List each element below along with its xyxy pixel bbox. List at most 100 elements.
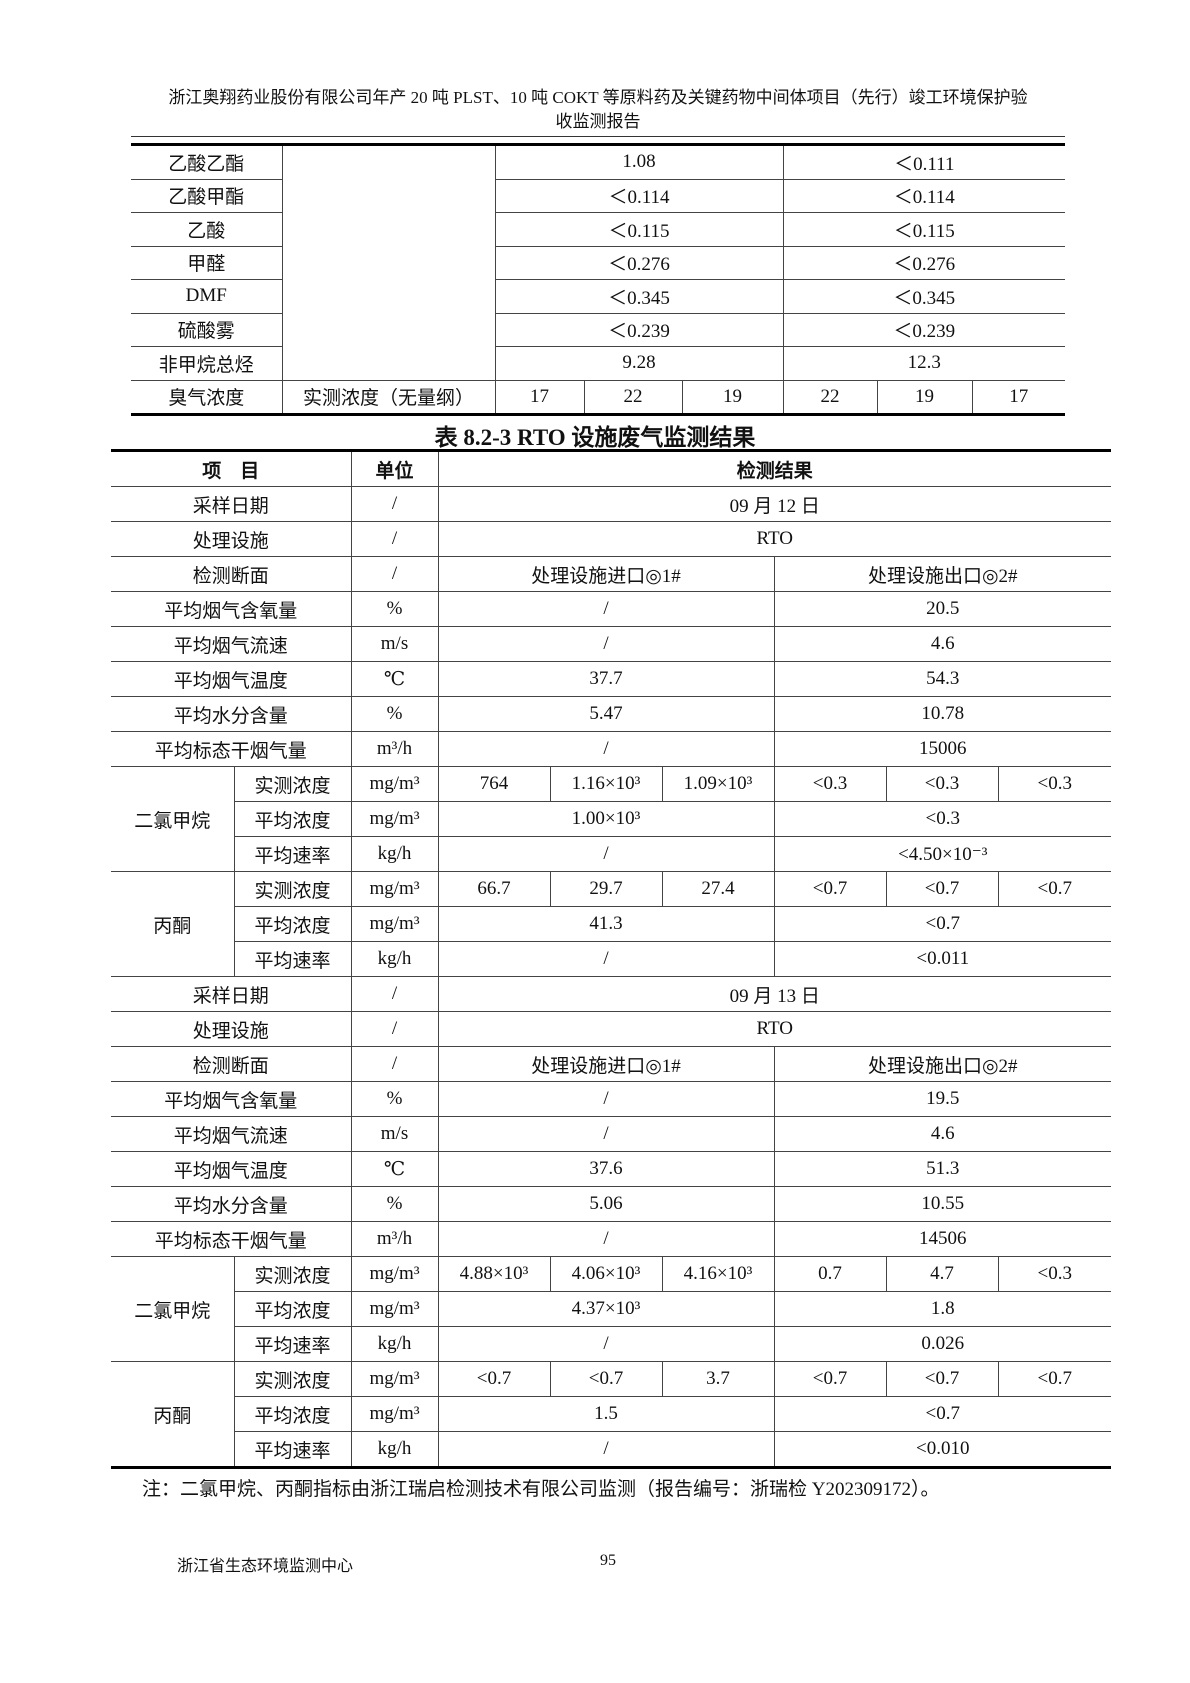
measured-value: <0.7 [437,1361,551,1397]
inlet-value: / [437,626,775,662]
item-sublabel: 实测浓度（无量纲） [281,379,496,415]
outlet-value: 19.5 [773,1081,1112,1117]
outlet-value: 1.8 [773,1291,1112,1327]
facility-cell: RTO [437,521,1112,557]
param-label: 平均烟气流速 [111,1116,352,1152]
table-row: 检测断面 / 处理设施进口◎1# 处理设施出口◎2# [111,1046,1112,1082]
inlet-value: 37.6 [437,1151,775,1187]
table-row: 平均速率 kg/h / <4.50×10⁻³ [111,836,1112,872]
table-row: 甲醛 ＜0.276 ＜0.276 [131,245,1066,280]
measured-value: 66.7 [437,871,551,907]
unit-cell: ℃ [350,1151,439,1187]
table-row: 丙酮 实测浓度 mg/m³ 66.7 29.7 27.4 <0.7 <0.7 <0.7 [111,871,1112,977]
measured-value: 4.16×10³ [661,1256,775,1292]
unit-cell: mg/m³ [350,1256,439,1292]
sub-label: 平均速率 [234,941,352,977]
value-cell: 19 [876,379,973,415]
outlet-value: <0.011 [773,941,1112,977]
table-caption: 表 8.2-3 RTO 设施废气监测结果 [434,425,756,450]
unit-cell: kg/h [350,836,439,872]
table-row: DMF ＜0.345 ＜0.345 [131,279,1066,314]
sub-label: 平均浓度 [234,1291,352,1327]
table-row: 平均速率 kg/h/0.026 [111,1326,1112,1362]
value-cell: ＜0.114 [782,178,1066,213]
unit-cell: kg/h [350,1431,439,1468]
table-row: 项 目单位 检测结果 [111,450,1112,487]
measured-value: <0.7 [997,1361,1112,1397]
unit-cell: m/s [350,1116,439,1152]
table-row: 丙酮 实测浓度 mg/m³ <0.7 <0.7 3.7 <0.7 <0.7 <0.7 [111,1361,1112,1468]
sub-label: 平均浓度 [234,1396,352,1432]
date-cell: 09 月 12 日 [437,486,1112,522]
header-result: 检测结果 [437,450,1112,487]
unit-cell: % [350,1186,439,1222]
measured-value: 4.7 [885,1256,999,1292]
table-row: 平均标态干烟气量 m³/h/14506 [111,1221,1112,1257]
unit-cell: kg/h [350,941,439,977]
table-row: 二氯甲烷 实测浓度 mg/m³ 764 1.16×10³ 1.09×10³ <0.3 <0.3… [111,766,1112,872]
header-unit: 单位 [350,450,439,487]
table-row: 硫酸雾 ＜0.239 ＜0.239 [131,312,1066,347]
label-cell: 采样日期 [111,976,352,1012]
item-name: 臭气浓度 [131,379,283,415]
inlet-value: 4.37×10³ [437,1291,775,1327]
inlet-value: 1.00×10³ [437,801,775,837]
table-row: 平均速率 kg/h / <0.011 [111,941,1112,977]
pollutant-name: 丙酮 [111,1361,235,1468]
outlet-value: <0.3 [773,801,1112,837]
inlet-value: 37.7 [437,661,775,697]
param-label: 平均标态干烟气量 [111,731,352,767]
param-label: 平均水分含量 [111,696,352,732]
unit-cell: / [350,976,439,1012]
table-row: 臭气浓度 实测浓度（无量纲） 17 22 19 22 19 17 [131,379,1066,415]
unit-cell: ℃ [350,661,439,697]
value-cell: 1.08 [494,144,784,180]
value-cell: 19 [681,379,784,415]
unit-cell: mg/m³ [350,766,439,802]
measured-value: <0.7 [773,871,887,907]
value-cell: ＜0.276 [494,245,784,280]
table-row: 检测断面 / 处理设施进口◎1# 处理设施出口◎2# [111,556,1112,592]
table-row: 平均浓度 mg/m³ 1.00×10³ <0.3 [111,801,1112,837]
unit-cell: / [350,486,439,522]
footer-org: 浙江省生态环境监测中心 [177,1558,354,1575]
item-name: 乙酸 [131,212,283,247]
outlet-value: 0.026 [773,1326,1112,1362]
pollutant-name: 丙酮 [111,871,235,977]
item-name: 非甲烷总烃 [131,346,283,381]
measured-value: 1.16×10³ [549,766,663,802]
sub-label: 实测浓度 [233,1361,352,1397]
measured-value: <0.7 [997,871,1112,907]
sub-label: 平均速率 [234,1326,352,1362]
inlet-value: / [437,1221,775,1257]
measured-value: <0.7 [885,871,999,907]
sub-label: 平均速率 [234,836,352,872]
label-cell: 检测断面 [111,556,352,592]
value-cell: 17 [971,379,1066,415]
table-row: 乙酸乙酯 1.08 ＜0.111 [131,144,1066,381]
outlet-value: 15006 [773,731,1112,767]
unit-cell: kg/h [350,1326,439,1362]
value-cell: ＜0.345 [494,279,784,314]
outlet-value: 14506 [773,1221,1112,1257]
inlet-value: / [437,941,775,977]
outlet-value: 54.3 [773,661,1112,697]
measured-value: <0.3 [773,766,887,802]
table-row: 平均浓度 mg/m³ 1.5 <0.7 [111,1396,1112,1432]
inlet-value: / [437,1326,775,1362]
header-line-2: 收监测报告 [555,112,641,131]
unit-cell: % [350,696,439,732]
table-row: 平均烟气含氧量%/19.5 [111,1081,1112,1117]
measured-value: <0.3 [997,766,1112,802]
outlet-value: <0.7 [773,906,1112,942]
measured-value: 1.09×10³ [661,766,775,802]
outlet-value: <0.010 [773,1431,1112,1468]
inlet-value: / [437,836,775,872]
value-cell: 12.3 [782,346,1066,381]
measured-value: 27.4 [661,871,775,907]
unit-cell: m³/h [350,731,439,767]
inlet-value: / [437,1081,775,1117]
unit-cell: mg/m³ [350,871,439,907]
inlet-value: 1.5 [437,1396,775,1432]
